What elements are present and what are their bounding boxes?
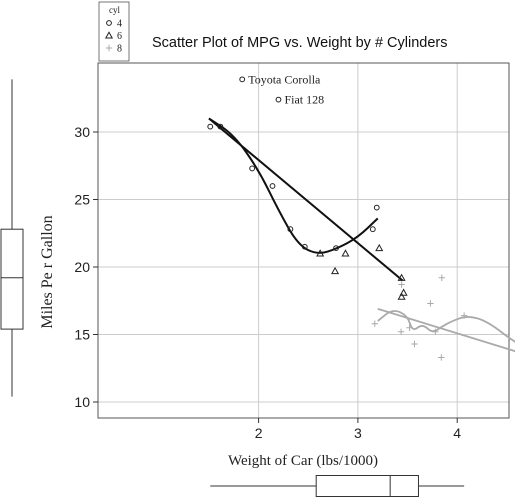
- legend-label: 6: [117, 31, 122, 42]
- y-tick-label: 20: [74, 259, 90, 275]
- x-marginal-boxplot: [210, 475, 465, 497]
- point-cyl-6: [399, 288, 408, 296]
- smooth-curve-cyl-8: [377, 310, 515, 343]
- smooth-curve-cyl-4: [208, 117, 379, 254]
- legend-marker-cyl-6: [104, 31, 114, 39]
- y-tick-label: 10: [74, 394, 90, 410]
- point-cyl-8: [432, 328, 439, 335]
- grid-lines: [98, 63, 509, 418]
- annotation-label: Toyota Corolla: [248, 72, 321, 86]
- point-cyl-8: [438, 354, 445, 361]
- point-cyl-4: [207, 123, 214, 130]
- point-cyl-4: [333, 245, 339, 252]
- y-axis: 10 15 20 25 30: [74, 124, 98, 410]
- legend-items: 46 8: [104, 19, 122, 55]
- x-axis-label: Weight of Car (lbs/1000): [228, 453, 378, 469]
- x-tick-label: 3: [354, 425, 362, 441]
- point-cyl-6: [316, 249, 325, 257]
- plot-frame: [97, 62, 510, 419]
- point-cyl-6: [375, 243, 384, 252]
- regression-line-cyl-8: [377, 307, 515, 353]
- point-cyl-4: [373, 204, 380, 211]
- point-cyl-8: [398, 281, 405, 288]
- fit-curves: [208, 117, 515, 353]
- point-cyl-6: [341, 249, 350, 257]
- legend: cyl 46 8: [98, 1, 130, 62]
- legend-marker-cyl-4: [106, 20, 112, 26]
- y-axis-label: Miles Pe r Gallon: [39, 215, 56, 328]
- point-cyl-4: [287, 226, 294, 233]
- point-cyl-4: [269, 183, 276, 189]
- point-cyl-8: [371, 320, 378, 327]
- y-box-iqr: [0, 228, 24, 330]
- point-cyl-8: [411, 340, 418, 348]
- legend-label: 4: [117, 19, 122, 30]
- point-cyl-4: [369, 226, 376, 233]
- y-tick-label: 15: [74, 327, 90, 343]
- point-cyl-8: [406, 324, 413, 331]
- x-tick-label: 2: [255, 425, 263, 441]
- point-cyl-8: [460, 312, 468, 319]
- chart-title: Scatter Plot of MPG vs. Weight by # Cyli…: [152, 35, 447, 51]
- legend-box: [98, 1, 130, 62]
- point-cyl-8: [397, 328, 405, 335]
- data-points: [207, 76, 468, 361]
- legend-marker-cyl-8: [105, 44, 113, 52]
- point-cyl-4: [239, 76, 246, 83]
- annotation-label: Fiat 128: [284, 93, 324, 107]
- point-cyl-8: [438, 274, 446, 281]
- legend-label: 8: [117, 44, 122, 55]
- point-cyl-4: [275, 96, 282, 103]
- point-cyl-8: [427, 300, 434, 307]
- x-tick-label: 4: [453, 425, 461, 441]
- point-cyl-4: [217, 123, 224, 130]
- point-cyl-4: [301, 243, 308, 250]
- x-box-iqr: [315, 475, 419, 497]
- point-cyl-6: [397, 292, 406, 300]
- point-cyl-4: [249, 165, 256, 172]
- point-annotations: Toyota Corolla Fiat 128: [248, 72, 324, 106]
- point-cyl-6: [397, 273, 406, 281]
- x-axis: 2345: [255, 418, 461, 441]
- legend-title: cyl: [109, 5, 120, 15]
- y-marginal-boxplot: [0, 79, 24, 397]
- y-tick-label: 30: [74, 124, 90, 140]
- point-cyl-6: [331, 266, 340, 275]
- y-tick-label: 25: [74, 192, 90, 208]
